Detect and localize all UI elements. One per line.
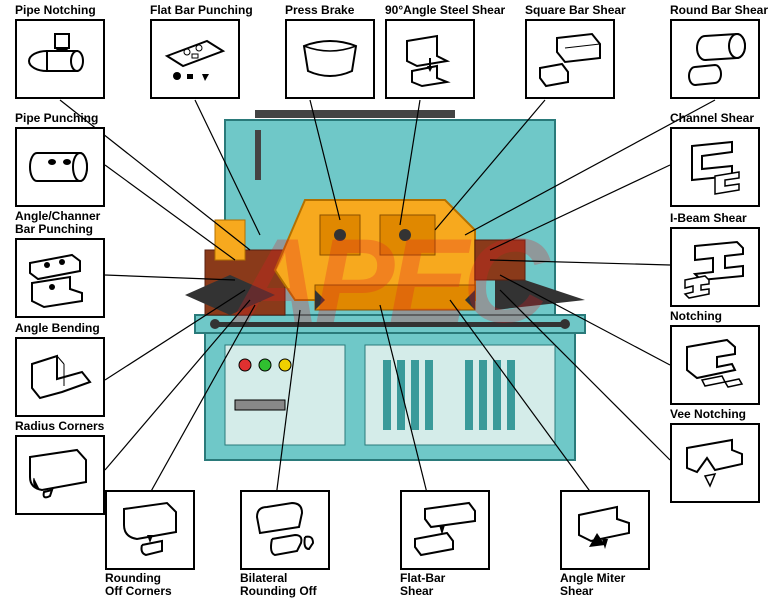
press-brake-icon — [292, 26, 368, 92]
label-flat-bar-punching: Flat Bar Punching — [150, 4, 253, 17]
label-notching: Notching — [670, 310, 760, 323]
label-square-bar-shear: Square Bar Shear — [525, 4, 626, 17]
icon-box — [400, 490, 490, 570]
label-radius-corners: Radius Corners — [15, 420, 105, 433]
callout-round-bar-shear: Round Bar Shear — [670, 4, 768, 99]
round-bar-shear-icon — [677, 26, 753, 92]
icon-box — [15, 238, 105, 318]
label-vee-notching: Vee Notching — [670, 408, 760, 421]
channel-shear-icon — [677, 134, 753, 200]
callout-angle-channer-bar-punching: Angle/Channer Bar Punching — [15, 210, 105, 318]
icon-box — [670, 19, 760, 99]
label-pipe-punching: Pipe Punching — [15, 112, 105, 125]
flat-bar-punching-icon — [157, 26, 233, 92]
angle-miter-icon — [567, 497, 643, 563]
notching-icon — [677, 332, 753, 398]
callout-angle-bending: Angle Bending — [15, 322, 105, 417]
label-flat-bar-shear: Flat-Bar Shear — [400, 572, 490, 598]
machine-svg — [165, 100, 615, 470]
callout-rounding-off-corners: Rounding Off Corners — [105, 490, 195, 600]
callout-channel-shear: Channel Shear — [670, 112, 760, 207]
label-round-bar-shear: Round Bar Shear — [670, 4, 768, 17]
callout-flat-bar-shear: Flat-Bar Shear — [400, 490, 490, 600]
vee-notching-icon — [677, 430, 753, 496]
bilateral-rounding-icon — [247, 497, 323, 563]
icon-box — [105, 490, 195, 570]
callout-square-bar-shear: Square Bar Shear — [525, 4, 626, 99]
icon-box — [670, 423, 760, 503]
label-bilateral: Bilateral Rounding Off — [240, 572, 330, 598]
angle-channer-icon — [22, 245, 98, 311]
callout-pipe-notching: Pipe Notching — [15, 4, 105, 99]
callout-flat-bar-punching: Flat Bar Punching — [150, 4, 253, 99]
angle-steel-shear-icon — [392, 26, 468, 92]
label-angle-steel-shear: 90°Angle Steel Shear — [385, 4, 505, 17]
icon-box — [560, 490, 650, 570]
callout-bilateral-rounding-off: Bilateral Rounding Off — [240, 490, 330, 600]
icon-box — [670, 325, 760, 405]
square-bar-shear-icon — [532, 26, 608, 92]
icon-box — [670, 127, 760, 207]
label-angle-bending: Angle Bending — [15, 322, 105, 335]
icon-box — [15, 19, 105, 99]
label-channel-shear: Channel Shear — [670, 112, 760, 125]
icon-box — [15, 435, 105, 515]
callout-pipe-punching: Pipe Punching — [15, 112, 105, 207]
pipe-punching-icon — [22, 134, 98, 200]
callout-notching: Notching — [670, 310, 760, 405]
label-pipe-notching: Pipe Notching — [15, 4, 105, 17]
icon-box — [15, 127, 105, 207]
i-beam-icon — [677, 234, 753, 300]
label-rounding-off: Rounding Off Corners — [105, 572, 195, 598]
icon-box — [150, 19, 240, 99]
icon-box — [240, 490, 330, 570]
ironworker-machine — [165, 100, 615, 470]
icon-box — [285, 19, 375, 99]
callout-vee-notching: Vee Notching — [670, 408, 760, 503]
rounding-off-icon — [112, 497, 188, 563]
icon-box — [385, 19, 475, 99]
pipe-notching-icon — [22, 26, 98, 92]
label-angle-miter: Angle Miter Shear — [560, 572, 650, 598]
label-press-brake: Press Brake — [285, 4, 375, 17]
label-angle-channer: Angle/Channer Bar Punching — [15, 210, 105, 236]
angle-bending-icon — [22, 344, 98, 410]
flat-bar-shear-icon — [407, 497, 483, 563]
label-i-beam: I-Beam Shear — [670, 212, 760, 225]
callout-i-beam-shear: I-Beam Shear — [670, 212, 760, 307]
icon-box — [670, 227, 760, 307]
callout-angle-miter-shear: Angle Miter Shear — [560, 490, 650, 600]
icon-box — [15, 337, 105, 417]
icon-box — [525, 19, 615, 99]
callout-radius-corners: Radius Corners — [15, 420, 105, 515]
radius-corners-icon — [22, 442, 98, 508]
callout-angle-steel-shear: 90°Angle Steel Shear — [385, 4, 505, 99]
callout-press-brake: Press Brake — [285, 4, 375, 99]
